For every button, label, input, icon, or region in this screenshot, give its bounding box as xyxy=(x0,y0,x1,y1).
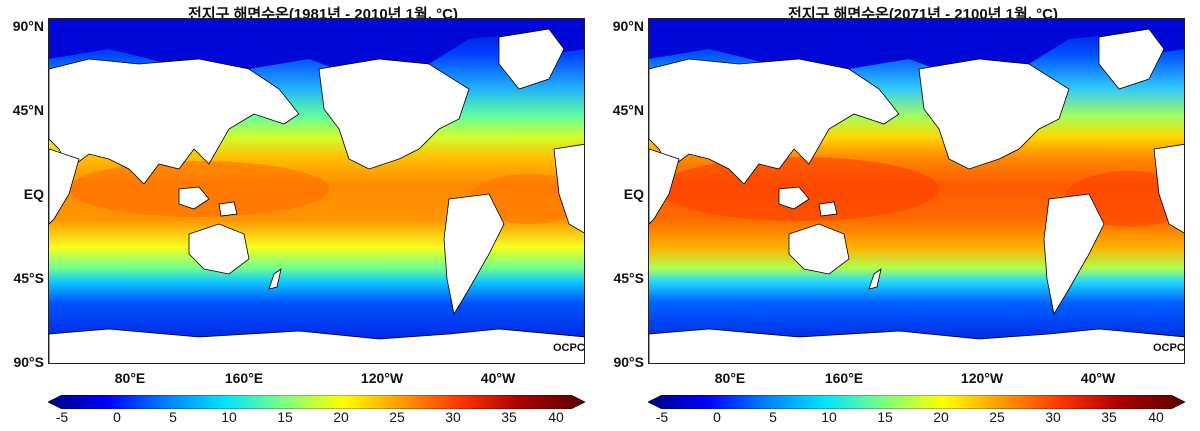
lon-label-80e: 80°E xyxy=(714,370,746,386)
lat-label-45n: 45°N xyxy=(612,102,644,118)
lat-label-45s: 45°S xyxy=(13,270,44,286)
colorbar-tick: 35 xyxy=(1101,409,1117,425)
sst-map-graphic xyxy=(649,19,1184,363)
lat-label-eq: EQ xyxy=(623,186,644,202)
lon-label-40w: 40°W xyxy=(480,370,516,386)
landmasses xyxy=(49,19,584,363)
colorbar-tick: 40 xyxy=(1148,409,1164,425)
colorbar-tick: 5 xyxy=(169,409,177,425)
lon-label-40w: 40°W xyxy=(1080,370,1116,386)
lat-label-90n: 90°N xyxy=(12,18,44,34)
sst-map-graphic xyxy=(49,19,584,363)
lon-label-160e: 160°E xyxy=(824,370,864,386)
lat-label-90n: 90°N xyxy=(612,18,644,34)
sst-map xyxy=(648,18,1185,364)
landmasses xyxy=(649,19,1184,363)
colorbar xyxy=(48,395,585,409)
colorbar-tick: 20 xyxy=(933,409,949,425)
colorbar-tick: 20 xyxy=(333,409,349,425)
colorbar-tick: 10 xyxy=(221,409,237,425)
lon-label-160e: 160°E xyxy=(224,370,264,386)
colorbar-tick: -5 xyxy=(55,409,69,425)
colorbar-tick: 30 xyxy=(1045,409,1061,425)
lon-label-120w: 120°W xyxy=(360,370,404,386)
lat-label-90s: 90°S xyxy=(13,354,44,370)
lat-label-45n: 45°N xyxy=(12,102,44,118)
colorbar-tick: 15 xyxy=(277,409,293,425)
colorbar-tick: -5 xyxy=(655,409,669,425)
colorbar-tick: 5 xyxy=(769,409,777,425)
lat-label-45s: 45°S xyxy=(613,270,644,286)
credit-label: OCPC xyxy=(553,342,585,354)
sst-panel-2071-2100: 전지구 해면수온(2071년 - 2100년 1월, °C) 90°N 45°N… xyxy=(600,0,1200,431)
colorbar-tick: 30 xyxy=(445,409,461,425)
colorbar-tick: 0 xyxy=(113,409,121,425)
sst-panel-1981-2010: 전지구 해면수온(1981년 - 2010년 1월, °C) 90°N 45°N… xyxy=(12,6,585,425)
colorbar-tick: 25 xyxy=(989,409,1005,425)
lon-label-120w: 120°W xyxy=(960,370,1004,386)
credit-label: OCPC xyxy=(1153,342,1185,354)
lat-label-eq: EQ xyxy=(23,186,44,202)
colorbar-tick: 10 xyxy=(821,409,837,425)
lat-label-90s: 90°S xyxy=(613,354,644,370)
colorbar xyxy=(648,395,1185,409)
colorbar-tick: 15 xyxy=(877,409,893,425)
colorbar-tick: 35 xyxy=(501,409,517,425)
colorbar-tick: 40 xyxy=(548,409,564,425)
colorbar-tick: 0 xyxy=(713,409,721,425)
colorbar-tick: 25 xyxy=(389,409,405,425)
sst-map xyxy=(48,18,585,364)
lon-label-80e: 80°E xyxy=(114,370,146,386)
